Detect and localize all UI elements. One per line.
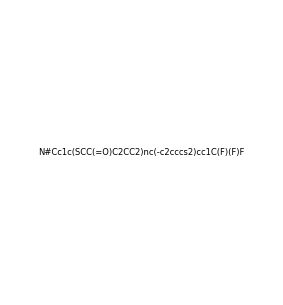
Text: N#Cc1c(SCC(=O)C2CC2)nc(-c2cccs2)cc1C(F)(F)F: N#Cc1c(SCC(=O)C2CC2)nc(-c2cccs2)cc1C(F)(…: [38, 148, 245, 157]
